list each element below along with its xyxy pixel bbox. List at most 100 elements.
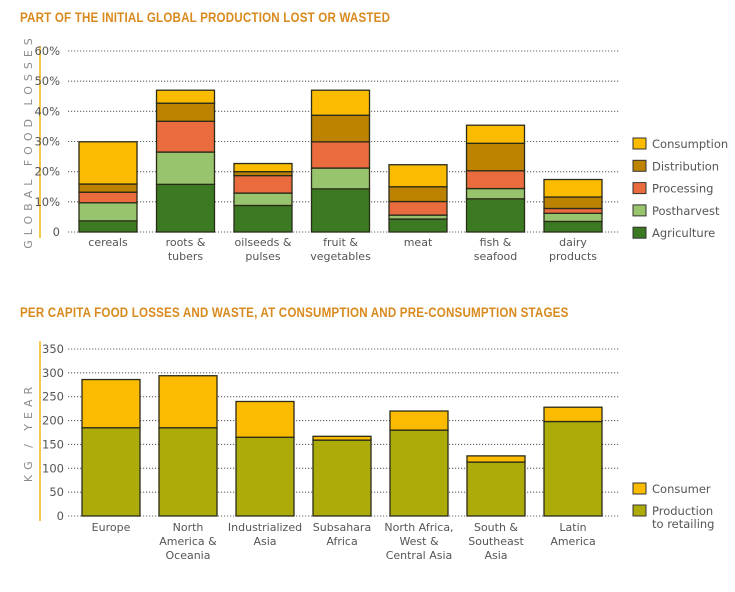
bar-segment-production-to-retailing bbox=[158, 427, 218, 517]
legend-swatch bbox=[632, 226, 647, 239]
x-category-label-line: Southeast bbox=[468, 535, 524, 548]
bar-stack bbox=[465, 124, 526, 233]
x-category-label-line: Asia bbox=[253, 535, 276, 548]
y-tick-label: 0 bbox=[53, 225, 60, 239]
bar-segment-agriculture bbox=[233, 204, 293, 233]
bar-segment-production-to-retailing bbox=[389, 429, 449, 517]
x-category-label-line: Latin bbox=[559, 521, 586, 534]
x-category-label: South & Southeast Asia bbox=[468, 521, 524, 562]
y-tick-label: 200 bbox=[42, 414, 64, 428]
bar-stack bbox=[155, 89, 216, 233]
y-axis-title: KG / YEAR bbox=[22, 382, 35, 482]
bar-segment-consumption bbox=[465, 124, 526, 144]
x-category-label-line: Europe bbox=[92, 521, 131, 534]
x-category-label: roots & tubers bbox=[166, 236, 206, 263]
bar-segment-production-to-retailing bbox=[312, 439, 372, 517]
x-category-label: Europe bbox=[92, 521, 131, 534]
x-category-label-line: tubers bbox=[168, 250, 204, 263]
legend-swatch bbox=[632, 182, 647, 195]
chart-1-title: PART OF THE INITIAL GLOBAL PRODUCTION LO… bbox=[20, 10, 391, 25]
legend-swatch bbox=[632, 482, 647, 495]
bar-segment-processing bbox=[465, 170, 526, 190]
x-category-label-line: North Africa, bbox=[384, 521, 453, 534]
bar-segment-processing bbox=[388, 200, 448, 216]
bar-segment-agriculture bbox=[388, 218, 448, 233]
legend-label-line: Consumer bbox=[652, 482, 711, 496]
x-category-label: cereals bbox=[88, 236, 128, 249]
bar-segment-consumption bbox=[388, 164, 448, 188]
x-category-label: oilseeds & pulses bbox=[235, 236, 292, 263]
legend-label: Consumer bbox=[652, 482, 711, 496]
bar-segment-distribution bbox=[155, 102, 216, 122]
bar-segment-processing bbox=[310, 141, 371, 169]
x-category-label-line: cereals bbox=[88, 236, 128, 249]
bar-segment-consumption bbox=[78, 141, 138, 185]
bar-segment-consumer bbox=[543, 406, 603, 423]
y-tick-label: 350 bbox=[42, 342, 64, 356]
bar-segment-consumption bbox=[155, 89, 216, 104]
x-category-label-line: meat bbox=[404, 236, 433, 249]
x-category-label-line: pulses bbox=[245, 250, 281, 263]
bar-stack bbox=[466, 455, 526, 517]
y-tick-label: 50% bbox=[34, 74, 60, 88]
bar-segment-distribution bbox=[465, 142, 526, 172]
y-tick-label: 250 bbox=[42, 390, 64, 404]
x-category-label-line: oilseeds & bbox=[235, 236, 292, 249]
bar-stack bbox=[543, 406, 603, 517]
bar-segment-production-to-retailing bbox=[543, 420, 603, 517]
x-category-label: Latin America bbox=[550, 521, 595, 548]
bar-segment-consumption bbox=[310, 89, 371, 116]
bar-stack bbox=[158, 375, 218, 517]
bar-segment-consumer bbox=[466, 455, 526, 463]
bar-segment-consumer bbox=[312, 435, 372, 441]
x-category-label: North America & Oceania bbox=[159, 521, 217, 562]
x-category-label: dairy products bbox=[549, 236, 597, 263]
bar-segment-agriculture bbox=[543, 220, 603, 233]
bar-segment-consumption bbox=[543, 178, 603, 198]
x-category-label-line: Central Asia bbox=[386, 549, 453, 562]
legend-label-line: Production bbox=[652, 504, 713, 518]
bar-segment-consumer bbox=[81, 378, 141, 429]
x-category-label: North Africa, West & Central Asia bbox=[384, 521, 453, 562]
x-category-label-line: America bbox=[550, 535, 595, 548]
bar-stack bbox=[78, 141, 138, 233]
x-category-label-line: Subsahara bbox=[313, 521, 371, 534]
legend-swatch bbox=[632, 159, 647, 172]
y-tick-label: 100 bbox=[42, 461, 64, 475]
legend-label: Distribution bbox=[652, 159, 719, 173]
legend-swatch bbox=[632, 137, 647, 150]
y-axis-title: GLOBAL FOOD LOSSES bbox=[22, 33, 35, 249]
legend-label: Processing bbox=[652, 182, 713, 196]
legend-label: Production to retailing bbox=[652, 504, 714, 531]
bar-segment-distribution bbox=[78, 183, 138, 193]
x-category-label: Subsahara Africa bbox=[313, 521, 371, 548]
y-tick-label: 50 bbox=[49, 485, 64, 499]
legend-swatch bbox=[632, 504, 647, 517]
bar-segment-postharvest bbox=[543, 212, 603, 223]
x-category-label-line: Oceania bbox=[166, 549, 211, 562]
x-category-label-line: roots & bbox=[166, 236, 206, 249]
bar-stack bbox=[310, 89, 371, 233]
bar-segment-agriculture bbox=[155, 183, 216, 233]
bar-stack bbox=[81, 378, 141, 517]
bar-segment-production-to-retailing bbox=[81, 427, 141, 517]
bar-segment-distribution bbox=[388, 186, 448, 203]
x-category-label-line: products bbox=[549, 250, 597, 263]
chart-2: KG / YEAR 0 50 100 150 200 250 300 350 Europe Nort… bbox=[22, 341, 714, 562]
x-category-label-line: North bbox=[173, 521, 204, 534]
bar-segment-consumer bbox=[389, 410, 449, 431]
bar-segment-postharvest bbox=[465, 187, 526, 200]
bar-stack bbox=[543, 178, 603, 233]
bar-segment-postharvest bbox=[310, 167, 371, 190]
legend: Consumer Production to retailing bbox=[632, 482, 714, 531]
bar-stack bbox=[235, 400, 295, 517]
y-tick-label: 10% bbox=[34, 195, 60, 209]
bar-segment-postharvest bbox=[78, 202, 138, 222]
bar-segment-processing bbox=[233, 174, 293, 194]
x-category-label-line: Industrialized bbox=[228, 521, 302, 534]
x-category-label-line: South & bbox=[474, 521, 518, 534]
bar-segment-postharvest bbox=[233, 192, 293, 207]
bar-segment-consumption bbox=[233, 162, 293, 173]
y-tick-label: 30% bbox=[34, 135, 60, 149]
